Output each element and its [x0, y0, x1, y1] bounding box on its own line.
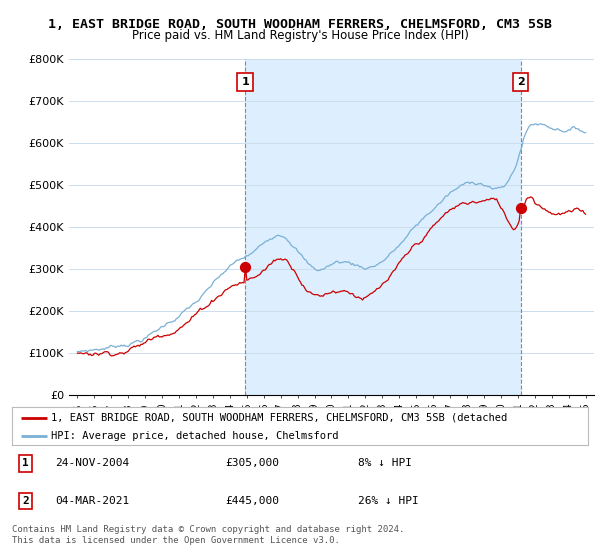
Text: £305,000: £305,000 — [225, 458, 279, 468]
Text: 1: 1 — [22, 458, 29, 468]
Point — [241, 262, 250, 271]
Text: 1, EAST BRIDGE ROAD, SOUTH WOODHAM FERRERS, CHELMSFORD, CM3 5SB (detached: 1, EAST BRIDGE ROAD, SOUTH WOODHAM FERRE… — [51, 413, 508, 423]
Point — [516, 203, 526, 212]
Text: 8% ↓ HPI: 8% ↓ HPI — [358, 458, 412, 468]
Text: 2: 2 — [517, 77, 524, 87]
Text: Contains HM Land Registry data © Crown copyright and database right 2024.
This d: Contains HM Land Registry data © Crown c… — [12, 525, 404, 545]
Text: 24-NOV-2004: 24-NOV-2004 — [55, 458, 130, 468]
Text: £445,000: £445,000 — [225, 496, 279, 506]
Text: 1: 1 — [241, 77, 249, 87]
Text: 2: 2 — [22, 496, 29, 506]
Text: 1, EAST BRIDGE ROAD, SOUTH WOODHAM FERRERS, CHELMSFORD, CM3 5SB: 1, EAST BRIDGE ROAD, SOUTH WOODHAM FERRE… — [48, 18, 552, 31]
Text: HPI: Average price, detached house, Chelmsford: HPI: Average price, detached house, Chel… — [51, 431, 338, 441]
Bar — [245, 59, 521, 395]
Text: Price paid vs. HM Land Registry's House Price Index (HPI): Price paid vs. HM Land Registry's House … — [131, 29, 469, 42]
Text: 04-MAR-2021: 04-MAR-2021 — [55, 496, 130, 506]
Text: 26% ↓ HPI: 26% ↓ HPI — [358, 496, 418, 506]
